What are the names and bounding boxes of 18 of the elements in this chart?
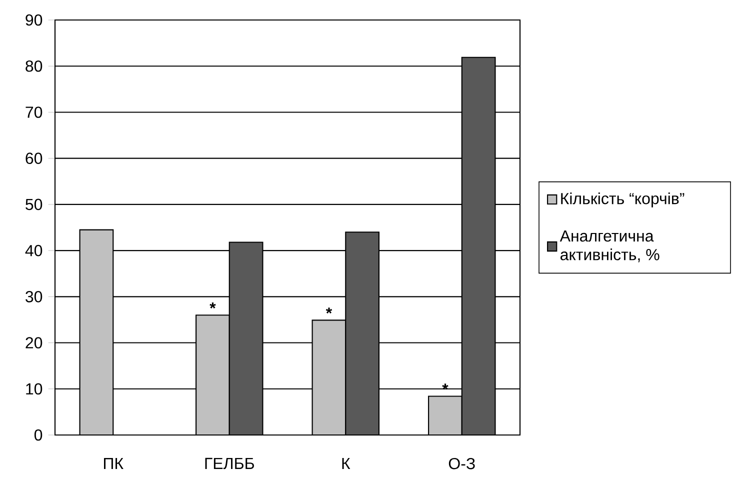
annotation: * [210, 302, 216, 308]
y-tick-label: 70 [26, 106, 42, 118]
y-tick-label: 50 [26, 198, 42, 210]
x-tick-label: О-З [448, 458, 475, 470]
x-tick-label: ГЕЛББ [205, 458, 254, 470]
y-tick-label: 30 [26, 291, 42, 302]
y-tick-label: 60 [26, 152, 42, 164]
y-tick-label: 90 [26, 14, 42, 26]
x-tick-label: ПК [104, 458, 124, 469]
legend-label: Аналгетична активність, % [560, 230, 660, 262]
y-tick-label: 20 [26, 337, 42, 348]
x-tick-label: К [342, 458, 350, 469]
y-tick-label: 0 [34, 429, 42, 441]
legend-label: Кількість “корчів” [561, 192, 684, 208]
y-tick-label: 10 [26, 383, 42, 395]
y-tick-label: 80 [26, 60, 42, 72]
annotation: * [326, 308, 332, 314]
y-tick-label: 40 [25, 244, 42, 256]
